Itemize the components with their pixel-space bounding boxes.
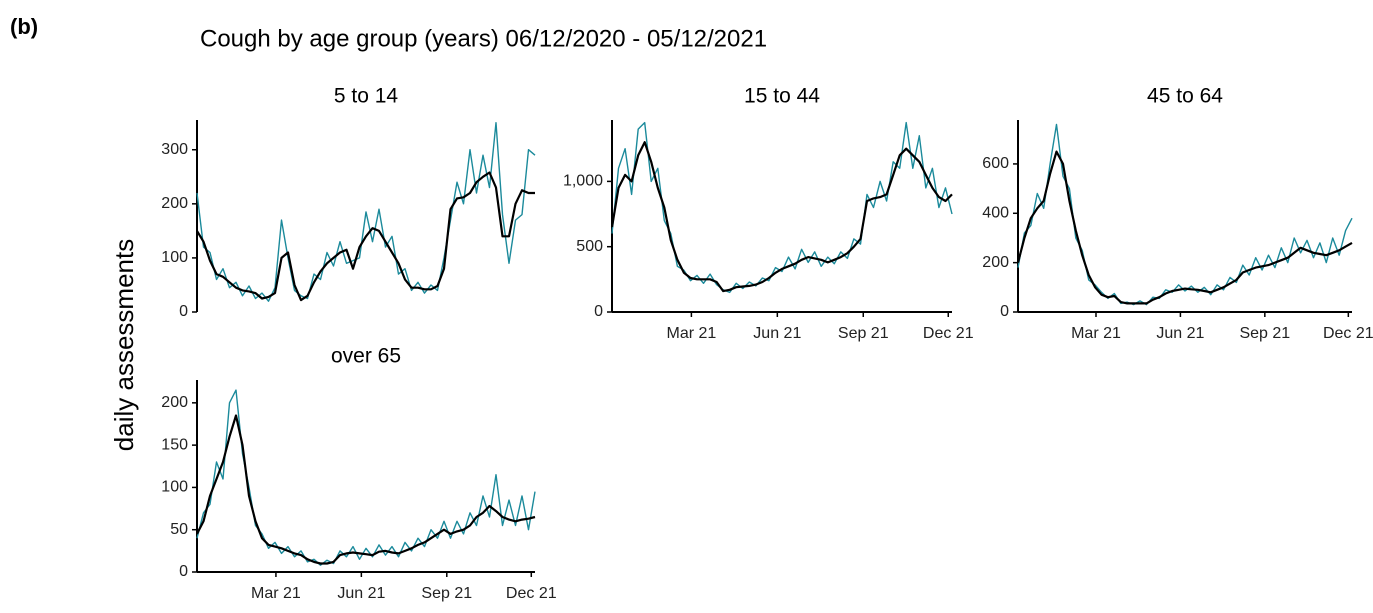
x-tick-label: Mar 21 <box>251 585 301 602</box>
x-tick-label: Dec 21 <box>506 585 557 602</box>
y-tick-label: 100 <box>161 249 188 266</box>
facet-title: 15 to 44 <box>744 85 820 108</box>
y-tick-label: 150 <box>161 436 188 453</box>
x-tick-label: Mar 21 <box>1071 325 1121 342</box>
y-tick-label: 1,000 <box>563 173 603 190</box>
y-tick-label: 500 <box>576 238 603 255</box>
x-tick-label: Dec 21 <box>1323 325 1373 342</box>
y-axis-label: daily assessments <box>109 239 139 451</box>
y-tick-label: 50 <box>170 521 188 538</box>
y-tick-label: 200 <box>161 195 188 212</box>
facet-title: 5 to 14 <box>334 85 399 108</box>
x-tick-label: Sep 21 <box>838 325 889 342</box>
y-tick-label: 200 <box>161 394 188 411</box>
daily-line <box>1017 123 1353 306</box>
x-tick-label: Dec 21 <box>923 325 974 342</box>
x-tick-label: Mar 21 <box>666 325 716 342</box>
x-tick-label: Jun 21 <box>753 325 801 342</box>
y-tick-label: 200 <box>982 254 1009 271</box>
y-tick-label: 400 <box>982 205 1009 222</box>
x-tick-label: Jun 21 <box>337 585 385 602</box>
smoothed-line <box>1016 150 1353 305</box>
facet-title: over 65 <box>331 345 401 368</box>
daily-line <box>196 122 536 302</box>
y-tick-label: 600 <box>982 155 1009 172</box>
y-tick-label: 300 <box>161 141 188 158</box>
y-tick-label: 0 <box>1000 303 1009 320</box>
y-tick-label: 0 <box>594 303 603 320</box>
y-tick-label: 100 <box>161 479 188 496</box>
x-tick-label: Sep 21 <box>1239 325 1290 342</box>
smoothed-line <box>196 171 535 302</box>
smoothed-line <box>196 414 536 565</box>
y-tick-label: 0 <box>179 563 188 580</box>
smoothed-line <box>610 141 953 293</box>
x-tick-label: Jun 21 <box>1156 325 1204 342</box>
y-tick-label: 0 <box>179 303 188 320</box>
x-tick-label: Sep 21 <box>421 585 472 602</box>
figure-title: Cough by age group (years) 06/12/2020 - … <box>200 25 767 52</box>
facet-title: 45 to 64 <box>1147 85 1223 108</box>
daily-line <box>611 121 953 294</box>
panel-label: (b) <box>10 14 38 39</box>
